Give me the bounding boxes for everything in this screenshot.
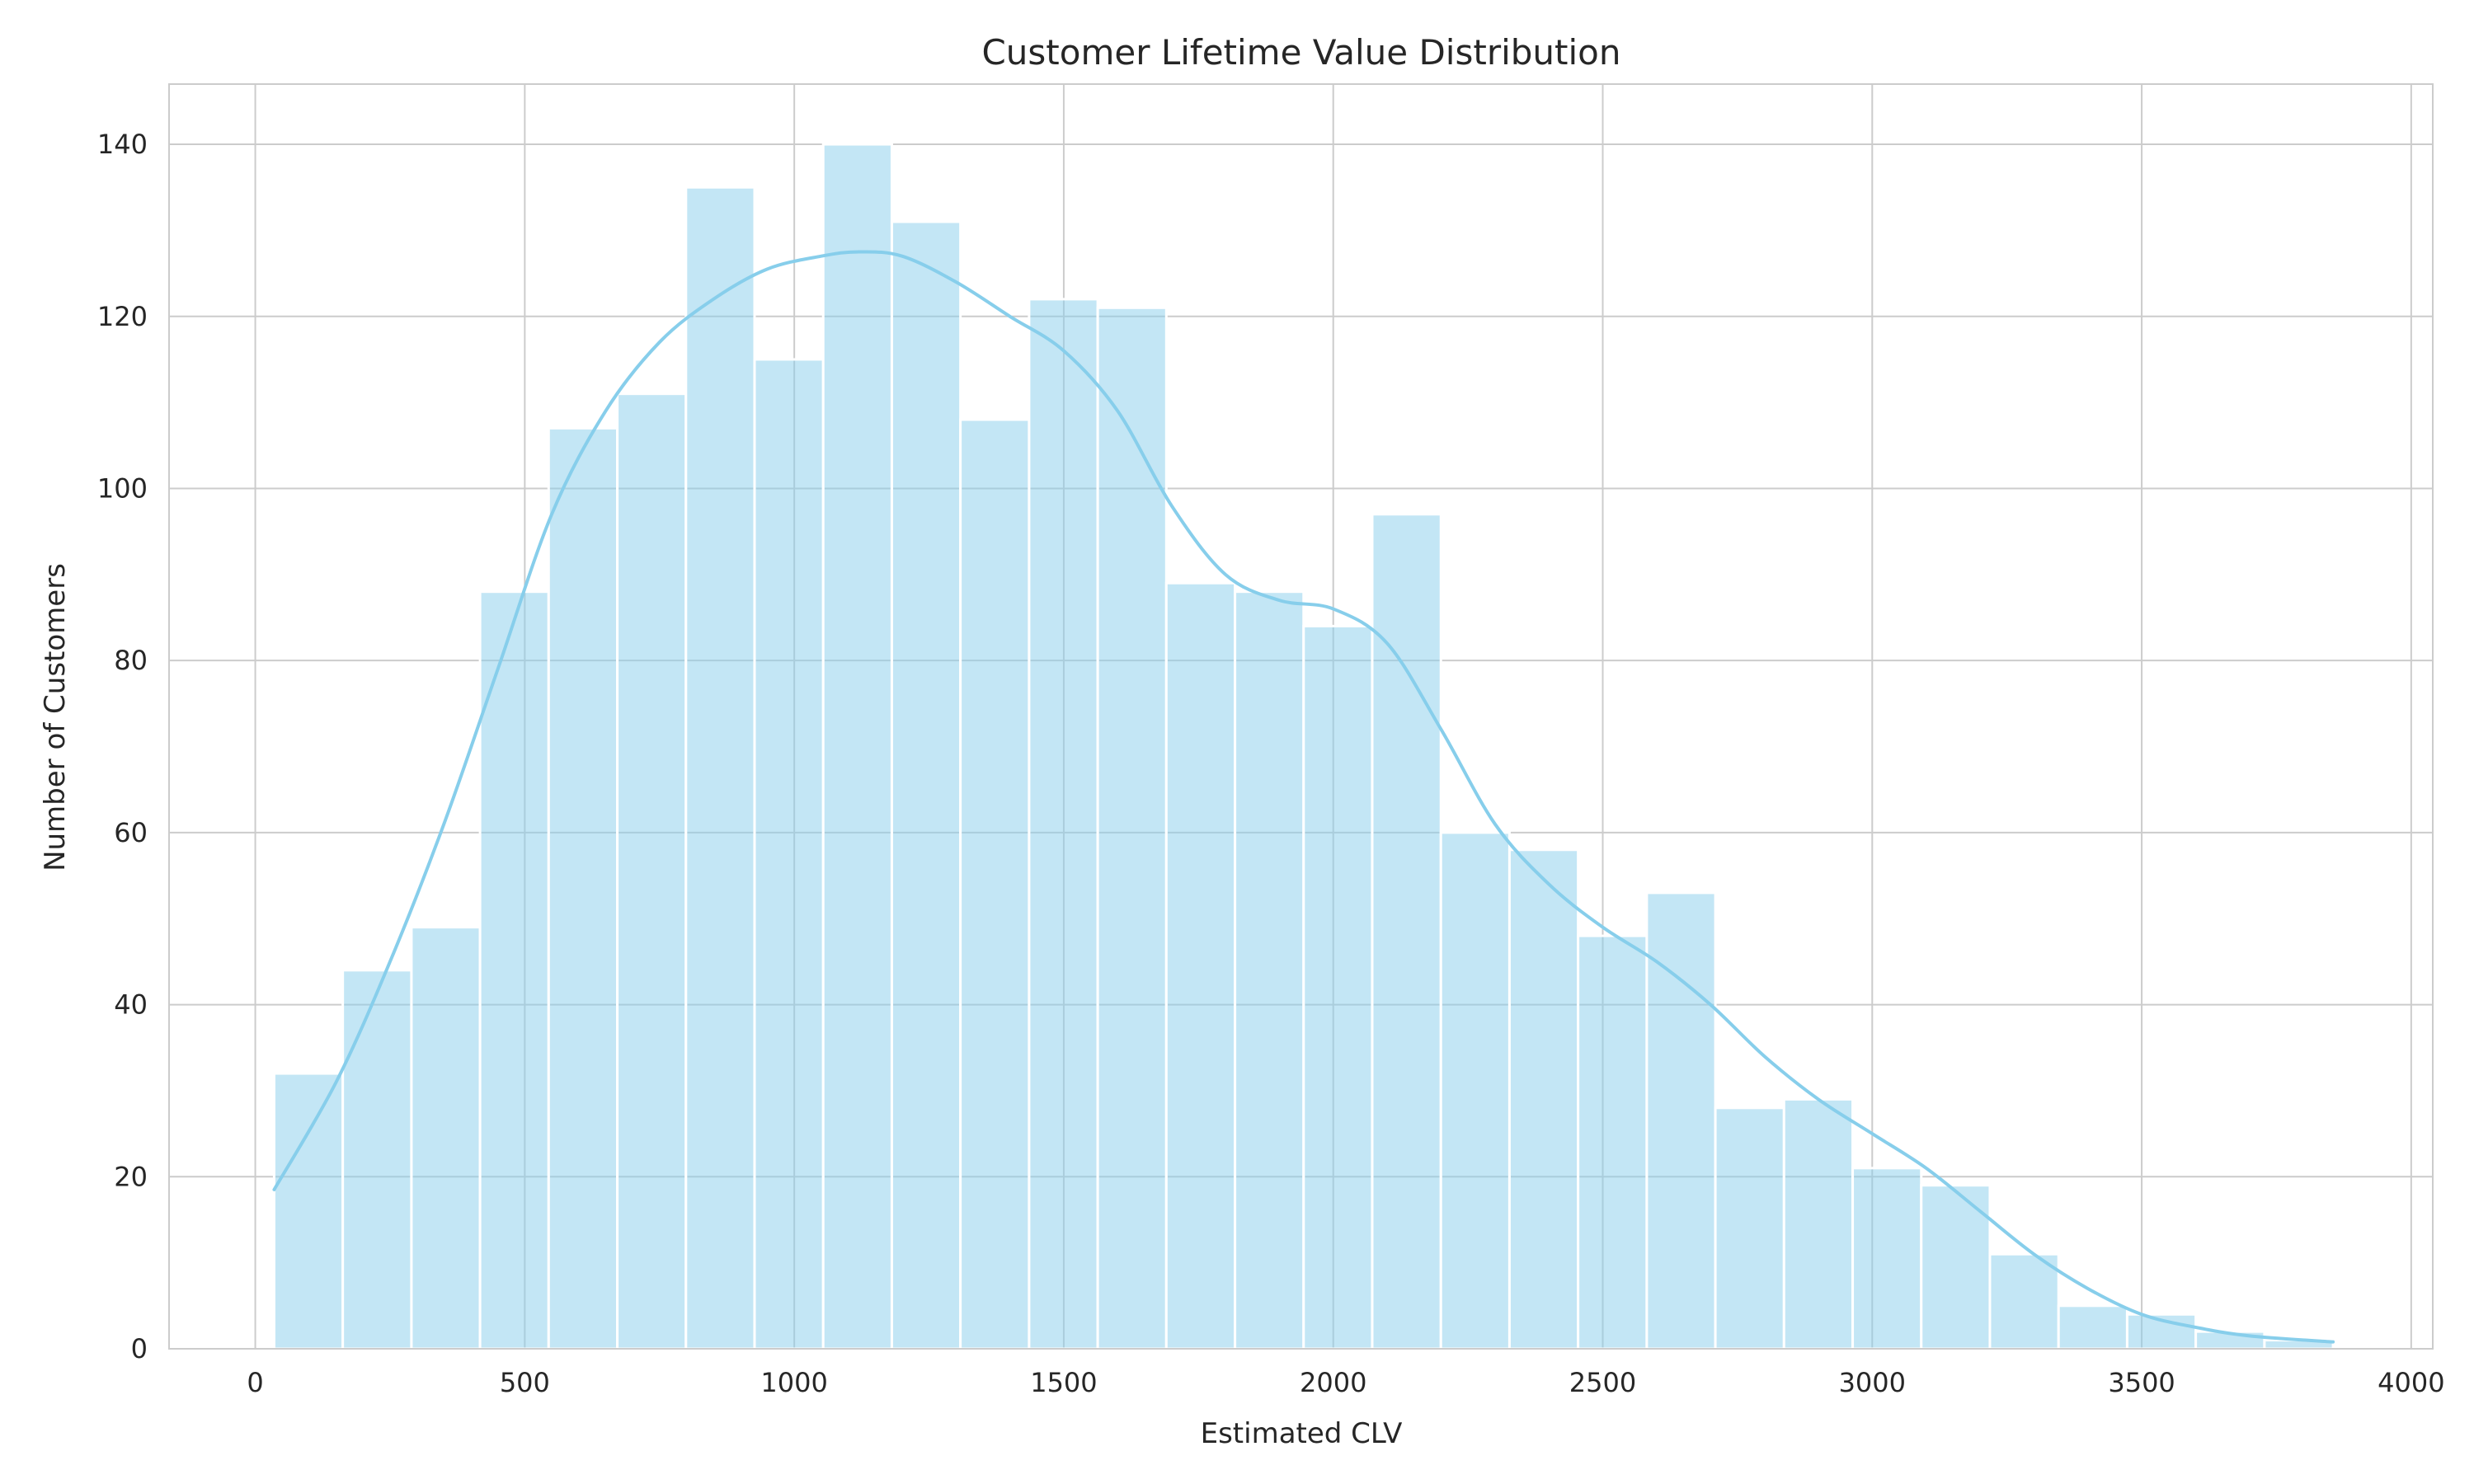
y-tick-label: 140 — [97, 129, 148, 160]
histogram-bar — [1096, 306, 1168, 1350]
x-tick-label: 2500 — [1569, 1367, 1636, 1398]
histogram-bar — [341, 969, 413, 1350]
y-tick-label: 100 — [97, 472, 148, 504]
histogram-bar — [1782, 1097, 1855, 1350]
histogram-bar — [1577, 934, 1649, 1350]
x-axis-label: Estimated CLV — [1201, 1417, 1403, 1450]
histogram-bar — [959, 418, 1031, 1350]
y-tick-label: 120 — [97, 301, 148, 332]
x-tick-label: 0 — [247, 1367, 263, 1398]
y-tick-label: 40 — [114, 989, 148, 1021]
kde-curve-group — [272, 250, 2335, 1344]
y-tick-label: 20 — [114, 1161, 148, 1192]
histogram-bar — [890, 220, 962, 1350]
x-tick-label: 500 — [500, 1367, 550, 1398]
histogram-bar — [1302, 624, 1374, 1350]
x-tick-label: 1000 — [760, 1367, 827, 1398]
x-tick-label: 4000 — [2378, 1367, 2444, 1398]
histogram-bar — [1851, 1167, 1923, 1350]
x-tick-labels: 0 500 1000 1500 2000 2500 3000 3500 4000 — [247, 1367, 2444, 1398]
histogram-bar — [1714, 1106, 1785, 1350]
y-tick-label: 80 — [114, 645, 148, 676]
histogram-bar — [1507, 848, 1580, 1350]
plot-frame — [168, 83, 2434, 1350]
histogram-bar — [1920, 1184, 1992, 1350]
histogram-bar — [478, 590, 550, 1350]
histogram-bar — [821, 143, 893, 1350]
histogram-bar — [1439, 831, 1511, 1350]
kde-curve — [272, 250, 2335, 1344]
histogram-bar — [2057, 1304, 2128, 1350]
histogram-bar — [684, 186, 756, 1350]
y-tick-labels: 0 20 40 60 80 100 120 140 — [97, 129, 148, 1364]
y-tick-label: 60 — [114, 817, 148, 848]
y-tick-label: 0 — [131, 1333, 148, 1364]
histogram-bar — [410, 926, 482, 1350]
x-tick-label: 3500 — [2108, 1367, 2175, 1398]
histogram-bar — [272, 1072, 345, 1350]
histogram-bar — [1164, 581, 1237, 1350]
histogram-bar — [753, 358, 825, 1350]
histogram-bars — [272, 143, 2335, 1350]
x-tick-label: 2000 — [1300, 1367, 1366, 1398]
chart-title: Customer Lifetime Value Distribution — [981, 32, 1620, 73]
histogram-bar — [1234, 590, 1305, 1350]
x-tick-label: 3000 — [1839, 1367, 1906, 1398]
histogram-bar — [1988, 1252, 2060, 1350]
histogram-bar — [616, 392, 688, 1350]
histogram-bar — [1028, 298, 1099, 1350]
y-axis-label: Number of Customers — [39, 563, 72, 871]
histogram-bar — [547, 426, 619, 1350]
x-tick-label: 1500 — [1030, 1367, 1097, 1398]
